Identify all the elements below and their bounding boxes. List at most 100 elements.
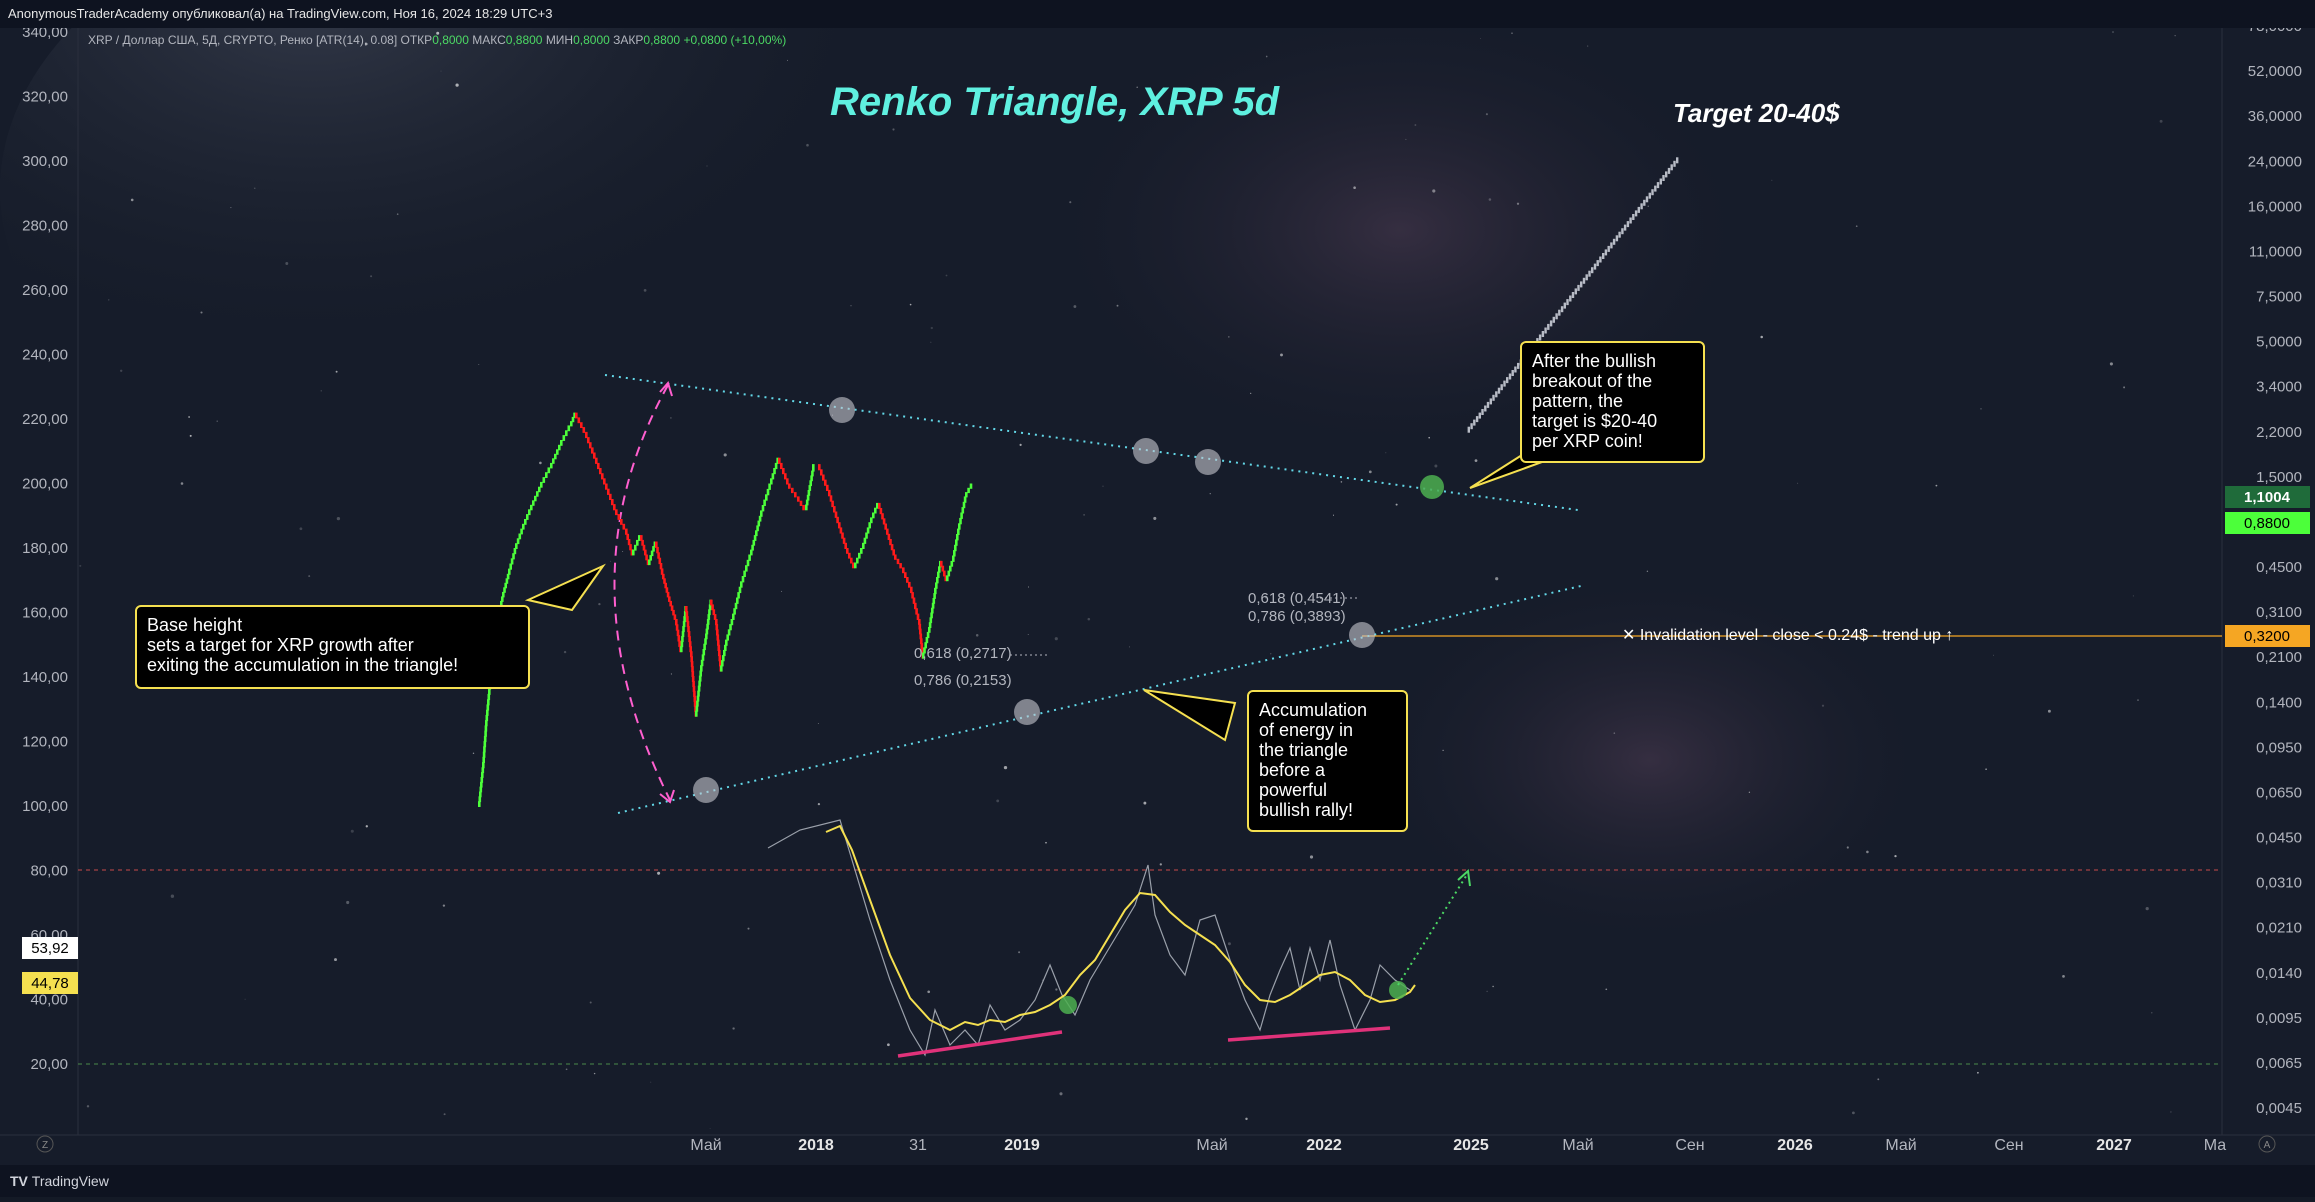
projection-brick [1470,423,1473,430]
renko-brick [528,509,531,516]
star [1821,704,1825,707]
star [657,871,661,875]
renko-brick [887,533,891,540]
right-axis-tick: 5,0000 [2256,334,2302,351]
renko-brick [505,578,509,584]
star [1332,514,1335,516]
renko-brick [752,539,756,546]
renko-brick [780,462,783,470]
renko-brick [760,510,763,517]
star [254,187,256,189]
projection-brick [1473,419,1476,426]
renko-brick [605,483,608,490]
renko-brick [487,693,491,701]
rsi-white-badge [22,937,78,959]
renko-brick [928,627,931,633]
renko-brick [774,462,778,470]
upper-trendline[interactable] [604,374,1579,511]
renko-brick [753,535,757,541]
star [1516,202,1520,205]
renko-brick [509,563,512,570]
projection-brick [1667,167,1671,174]
renko-brick [741,576,745,583]
pivot-high-3[interactable] [1195,449,1221,475]
renko-brick [657,552,660,559]
rsi-projection [1397,872,1469,986]
projection-brick [1676,157,1679,164]
low-label: МИН [545,33,574,47]
tradingview-logo[interactable]: TV TradingView [10,1165,109,1197]
renko-brick [648,559,651,566]
star [1136,86,1138,88]
current-price-label: 1,1004 [2244,489,2291,506]
rsi-pivot-right[interactable] [1389,981,1407,999]
star [670,673,672,675]
star [598,602,601,606]
renko-brick [719,660,722,667]
renko-brick [908,581,911,588]
right-axis-tick: 0,0310 [2256,875,2302,892]
star [650,1081,652,1083]
renko-brick [755,530,758,537]
projection-brick [1569,295,1572,302]
renko-brick [706,623,709,630]
renko-brick [690,661,694,668]
publisher-line: AnonymousTraderAcademy опубликовал(а) на… [8,6,553,21]
pivot-2018-high[interactable] [829,397,855,423]
renko-brick [727,629,731,636]
timezone-button[interactable] [36,1135,54,1153]
renko-brick [702,649,706,656]
renko-brick [920,643,924,649]
renko-brick [920,638,923,645]
renko-brick [797,496,800,502]
invalidation-price-badge [2225,625,2310,647]
star [86,1105,90,1108]
symbol-line: XRP / Доллар США, 5Д, CRYPTO, Ренко [ATR… [88,33,398,47]
renko-brick [530,504,533,511]
star [1055,988,1058,991]
star [1340,481,1343,483]
breakout-point[interactable] [1420,475,1444,499]
renko-brick [630,549,634,556]
star [346,900,350,905]
pivot-2022-low[interactable] [1349,622,1375,648]
star [334,958,337,962]
renko-brick [693,690,696,697]
projection-brick [1615,235,1619,242]
rsi-pivot-left[interactable] [1059,996,1077,1014]
star [1083,514,1085,516]
star [732,1027,735,1030]
star [723,453,727,457]
renko-brick [889,539,892,546]
breakout-callout[interactable]: After the bullish breakout of the patter… [1520,341,1705,463]
right-axis-tick: 0,4500 [2256,559,2302,576]
projection-brick [1511,370,1514,376]
fib-right-618: 0,618 (0,4541) [1248,590,1346,607]
renko-brick [896,558,900,565]
accumulation-callout[interactable]: Accumulation of energy in the triangle b… [1247,690,1408,832]
renko-brick [512,553,515,560]
star [643,289,647,292]
projection-brick [1467,426,1470,433]
projection-brick [1506,377,1509,384]
pivot-2019-low[interactable] [1014,699,1040,725]
auto-scale-button[interactable] [2258,1135,2276,1153]
renko-brick [595,457,598,464]
pivot-base-low[interactable] [693,777,719,803]
star [1270,653,1272,655]
star [365,825,368,828]
renko-brick [573,412,576,418]
pivot-high-2[interactable] [1133,438,1159,464]
projection-brick [1637,206,1640,213]
lower-trendline[interactable] [617,584,1586,814]
projection-brick [1585,274,1588,281]
star [1027,633,1029,635]
x-axis-tick: 2018 [798,1137,834,1154]
star [1116,304,1119,307]
symbol-legend[interactable]: XRP / Доллар США, 5Д, CRYPTO, Ренко [ATR… [88,33,786,47]
renko-brick [638,535,641,541]
base-height-callout[interactable]: Base height sets a target for XRP growth… [135,605,530,689]
base-callout-line-3: exiting the accumulation in the triangle… [147,655,459,675]
renko-brick [664,582,667,589]
